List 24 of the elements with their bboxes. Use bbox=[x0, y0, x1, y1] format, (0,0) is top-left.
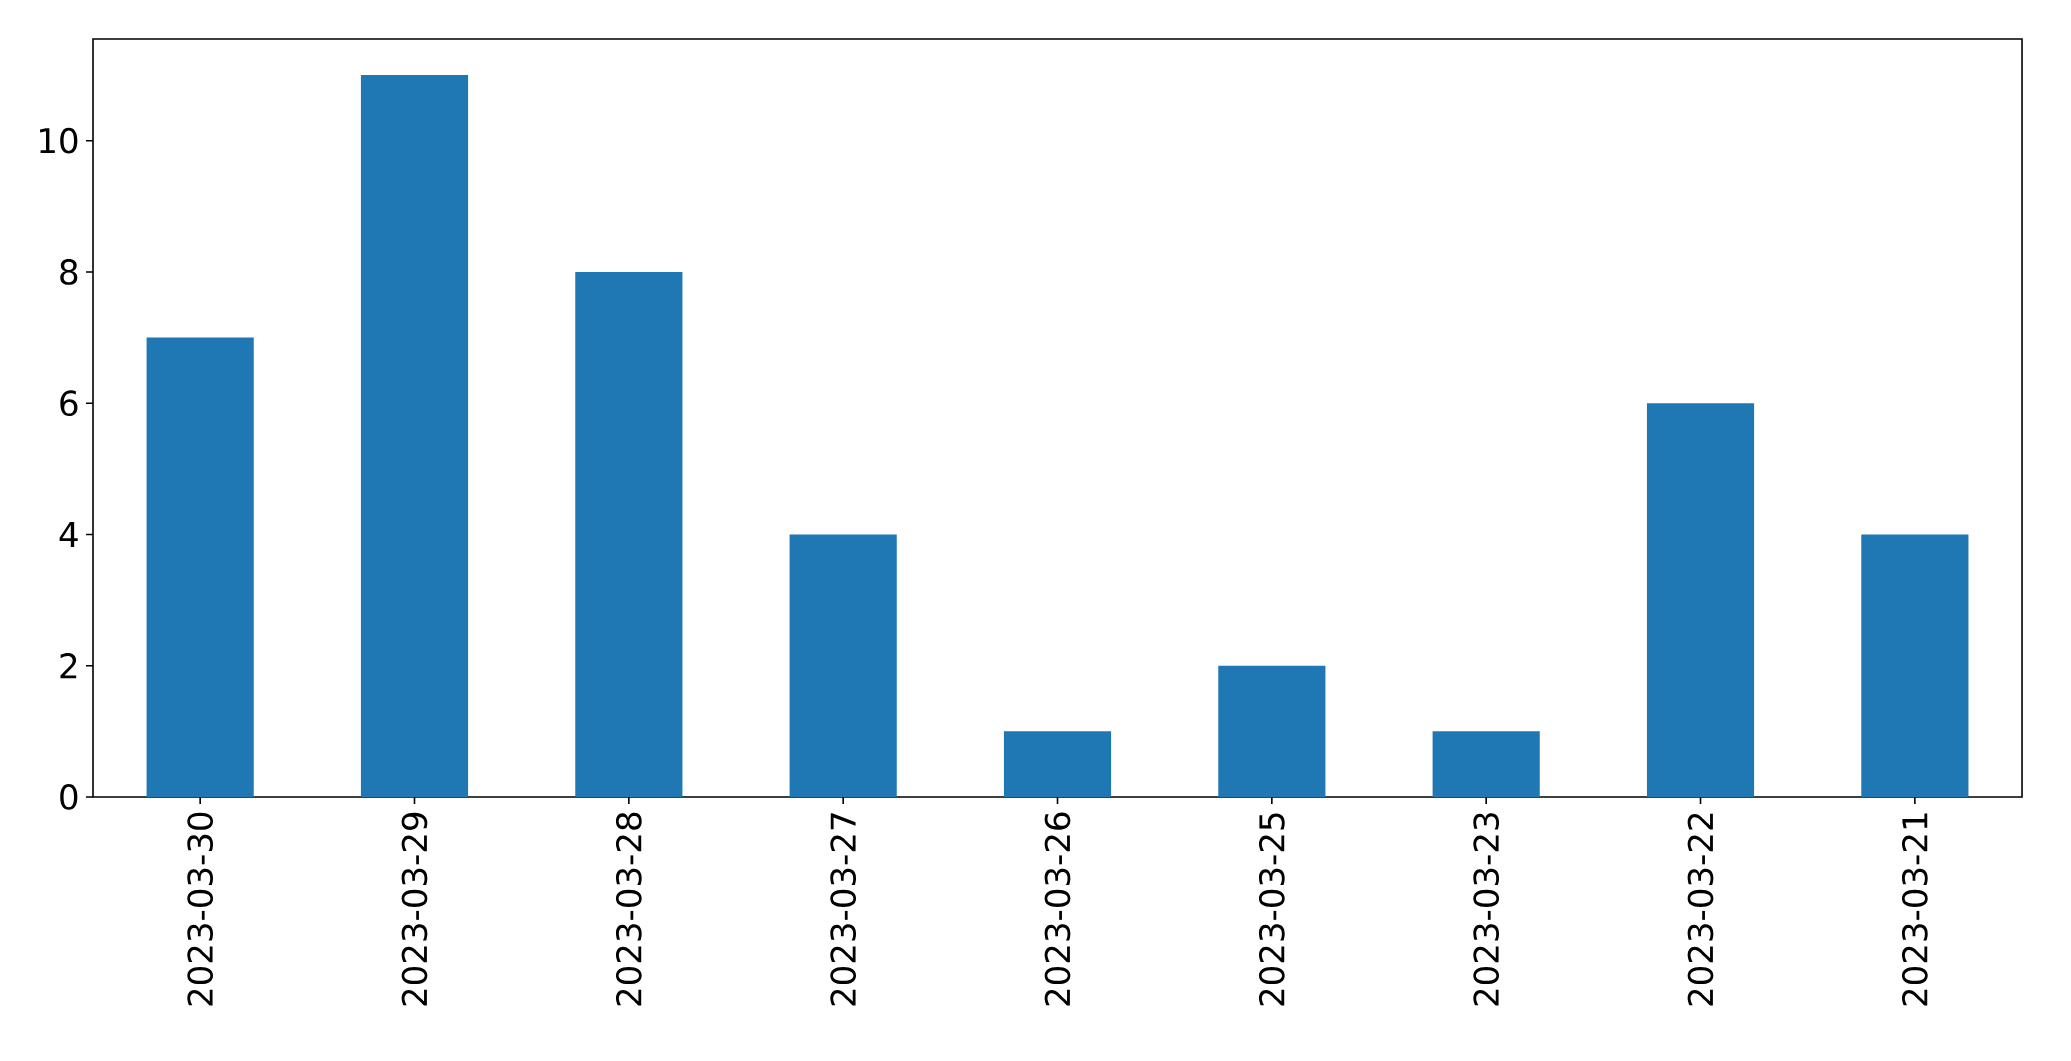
bar bbox=[1432, 731, 1540, 797]
y-tick-label: 4 bbox=[59, 522, 78, 547]
x-tick-label: 2023-03-28 bbox=[615, 812, 642, 1006]
bar bbox=[360, 75, 469, 797]
bar bbox=[1218, 665, 1326, 797]
x-tick-label: 2023-03-25 bbox=[1258, 813, 1285, 1006]
x-tick-label: 2023-03-26 bbox=[1044, 812, 1071, 1006]
x-tick-label: 2023-03-27 bbox=[830, 813, 857, 1006]
bar bbox=[1861, 534, 1969, 797]
bar bbox=[1646, 403, 1755, 797]
y-tick-label: 0 bbox=[60, 784, 78, 810]
y-tick-label: 8 bbox=[60, 259, 78, 285]
bar bbox=[146, 337, 254, 797]
x-tick-label: 2023-03-29 bbox=[401, 812, 428, 1006]
y-tick-label: 2 bbox=[60, 653, 77, 679]
bar bbox=[789, 534, 897, 797]
bar bbox=[1003, 731, 1112, 797]
x-tick-label: 2023-03-30 bbox=[187, 812, 214, 1006]
x-tick-label: 2023-03-21 bbox=[1901, 813, 1928, 1006]
y-tick-label: 10 bbox=[40, 127, 78, 154]
x-tick-label: 2023-03-23 bbox=[1473, 813, 1500, 1006]
y-tick-label: 6 bbox=[60, 390, 78, 417]
x-tick-label: 2023-03-22 bbox=[1687, 813, 1714, 1006]
bar bbox=[575, 271, 683, 797]
